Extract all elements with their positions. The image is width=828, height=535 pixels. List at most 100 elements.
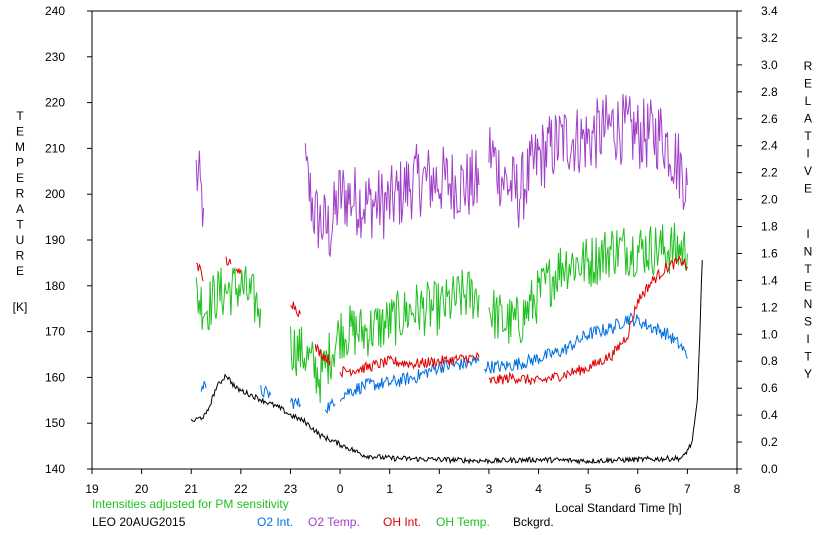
right-tick-label: 2.6 xyxy=(761,112,778,126)
left-tick-label: 210 xyxy=(45,141,65,155)
right-tick-label: 1.0 xyxy=(761,327,778,341)
left-axis-unit: [K] xyxy=(13,300,28,314)
series-o2-int xyxy=(200,311,688,415)
legend-item: Bckgrd. xyxy=(513,515,554,529)
right-tick-label: 2.4 xyxy=(761,139,778,153)
left-tick-label: 140 xyxy=(45,462,65,476)
x-tick-label: 0 xyxy=(337,482,344,496)
right-axis-letter: L xyxy=(805,94,812,108)
right-tick-label: 3.2 xyxy=(761,31,778,45)
series-line xyxy=(290,269,480,404)
plot-frame xyxy=(91,10,738,470)
left-tick-label: 240 xyxy=(45,4,65,18)
x-tick-label: 19 xyxy=(85,482,99,496)
right-axis-letter: E xyxy=(804,280,812,294)
series-layer xyxy=(190,93,703,465)
series-line xyxy=(488,222,688,344)
right-axis-letter: R xyxy=(804,59,813,73)
series-line xyxy=(290,397,301,409)
legend: O2 Int. O2 Temp. OH Int. OH Temp. Bckgrd. xyxy=(257,515,554,529)
right-tick-label: 2.2 xyxy=(761,166,778,180)
right-axis-letter: E xyxy=(804,77,812,91)
left-tick-label: 230 xyxy=(45,50,65,64)
left-axis-letter: R xyxy=(16,187,25,201)
right-axis-letter: N xyxy=(804,297,813,311)
right-axis-letter: I xyxy=(806,227,809,241)
series-line xyxy=(488,255,688,385)
left-axis-letter: E xyxy=(16,264,24,278)
right-axis-letter: E xyxy=(804,182,812,196)
right-tick-label: 0.6 xyxy=(761,381,778,395)
left-tick-label: 220 xyxy=(45,96,65,110)
series-line xyxy=(200,381,207,392)
series-oh-temp xyxy=(195,222,688,404)
left-tick-label: 200 xyxy=(45,187,65,201)
series-line xyxy=(195,150,205,227)
legend-item: OH Temp. xyxy=(436,515,490,529)
right-tick-label: 2.8 xyxy=(761,85,778,99)
series-oh-int xyxy=(196,255,688,385)
right-tick-label: 2.0 xyxy=(761,193,778,207)
left-axis-letter: T xyxy=(16,218,24,232)
right-tick-label: 3.4 xyxy=(761,4,778,18)
left-axis-letter: U xyxy=(16,233,25,247)
right-tick-label: 0.2 xyxy=(761,435,778,449)
left-tick-label: 180 xyxy=(45,279,65,293)
series-line xyxy=(339,351,480,379)
series-line xyxy=(260,385,272,398)
left-tick-label: 170 xyxy=(45,325,65,339)
right-axis-letter: T xyxy=(804,129,812,143)
series-line xyxy=(195,266,262,331)
x-tick-label: 5 xyxy=(585,482,592,496)
right-axis-letter: A xyxy=(804,112,812,126)
x-tick-label: 6 xyxy=(634,482,641,496)
left-tick-label: 160 xyxy=(45,370,65,384)
series-o2-temp xyxy=(195,93,688,258)
x-tick-label: 7 xyxy=(684,482,691,496)
series-line xyxy=(196,262,204,281)
series-line xyxy=(314,343,331,366)
series-line xyxy=(304,143,480,258)
series-line xyxy=(339,356,480,402)
right-tick-label: 1.2 xyxy=(761,300,778,314)
x-tick-label: 4 xyxy=(535,482,542,496)
x-tick-label: 22 xyxy=(234,482,248,496)
x-tick-label: 3 xyxy=(486,482,493,496)
legend-item: O2 Temp. xyxy=(308,515,360,529)
right-axis-letter: I xyxy=(806,332,809,346)
right-axis-letter: T xyxy=(804,350,812,364)
left-tick-label: 190 xyxy=(45,233,65,247)
right-tick-label: 0.4 xyxy=(761,408,778,422)
right-axis-letter: N xyxy=(804,245,813,259)
legend-item: OH Int. xyxy=(383,515,421,529)
x-tick-label: 1 xyxy=(386,482,393,496)
site-date-label: LEO 20AUG2015 xyxy=(92,515,186,529)
left-axis-letter: R xyxy=(16,249,25,263)
x-tick-label: 23 xyxy=(284,482,298,496)
right-tick-label: 0.0 xyxy=(761,462,778,476)
left-tick-label: 150 xyxy=(45,416,65,430)
right-axis-letter: T xyxy=(804,262,812,276)
right-axis-letter: V xyxy=(804,164,812,178)
left-axis-letter: E xyxy=(16,125,24,139)
x-tick-label: 8 xyxy=(734,482,741,496)
x-axis: 19 20 21 22 23 0 1 2 3 4 5 6 7 8 xyxy=(85,469,741,496)
series-line xyxy=(290,301,301,318)
series-line xyxy=(225,256,232,266)
series-bckgrd xyxy=(190,260,703,465)
right-axis: 0.0 0.2 0.4 0.6 0.8 1.0 1.2 1.4 1.6 1.8 2.0 2.2 2.4 2… xyxy=(737,4,778,476)
series-line xyxy=(190,260,703,465)
legend-item: O2 Int. xyxy=(257,515,293,529)
series-line xyxy=(488,93,688,228)
x-tick-label: 2 xyxy=(436,482,443,496)
right-tick-label: 1.8 xyxy=(761,220,778,234)
left-axis-letter: A xyxy=(16,202,24,216)
left-axis-letter: T xyxy=(16,109,24,123)
right-tick-label: 1.6 xyxy=(761,246,778,260)
adjustment-note: Intensities adjusted for PM sensitivity xyxy=(92,497,289,511)
x-axis-title: Local Standard Time [h] xyxy=(555,501,682,515)
right-tick-label: 3.0 xyxy=(761,58,778,72)
